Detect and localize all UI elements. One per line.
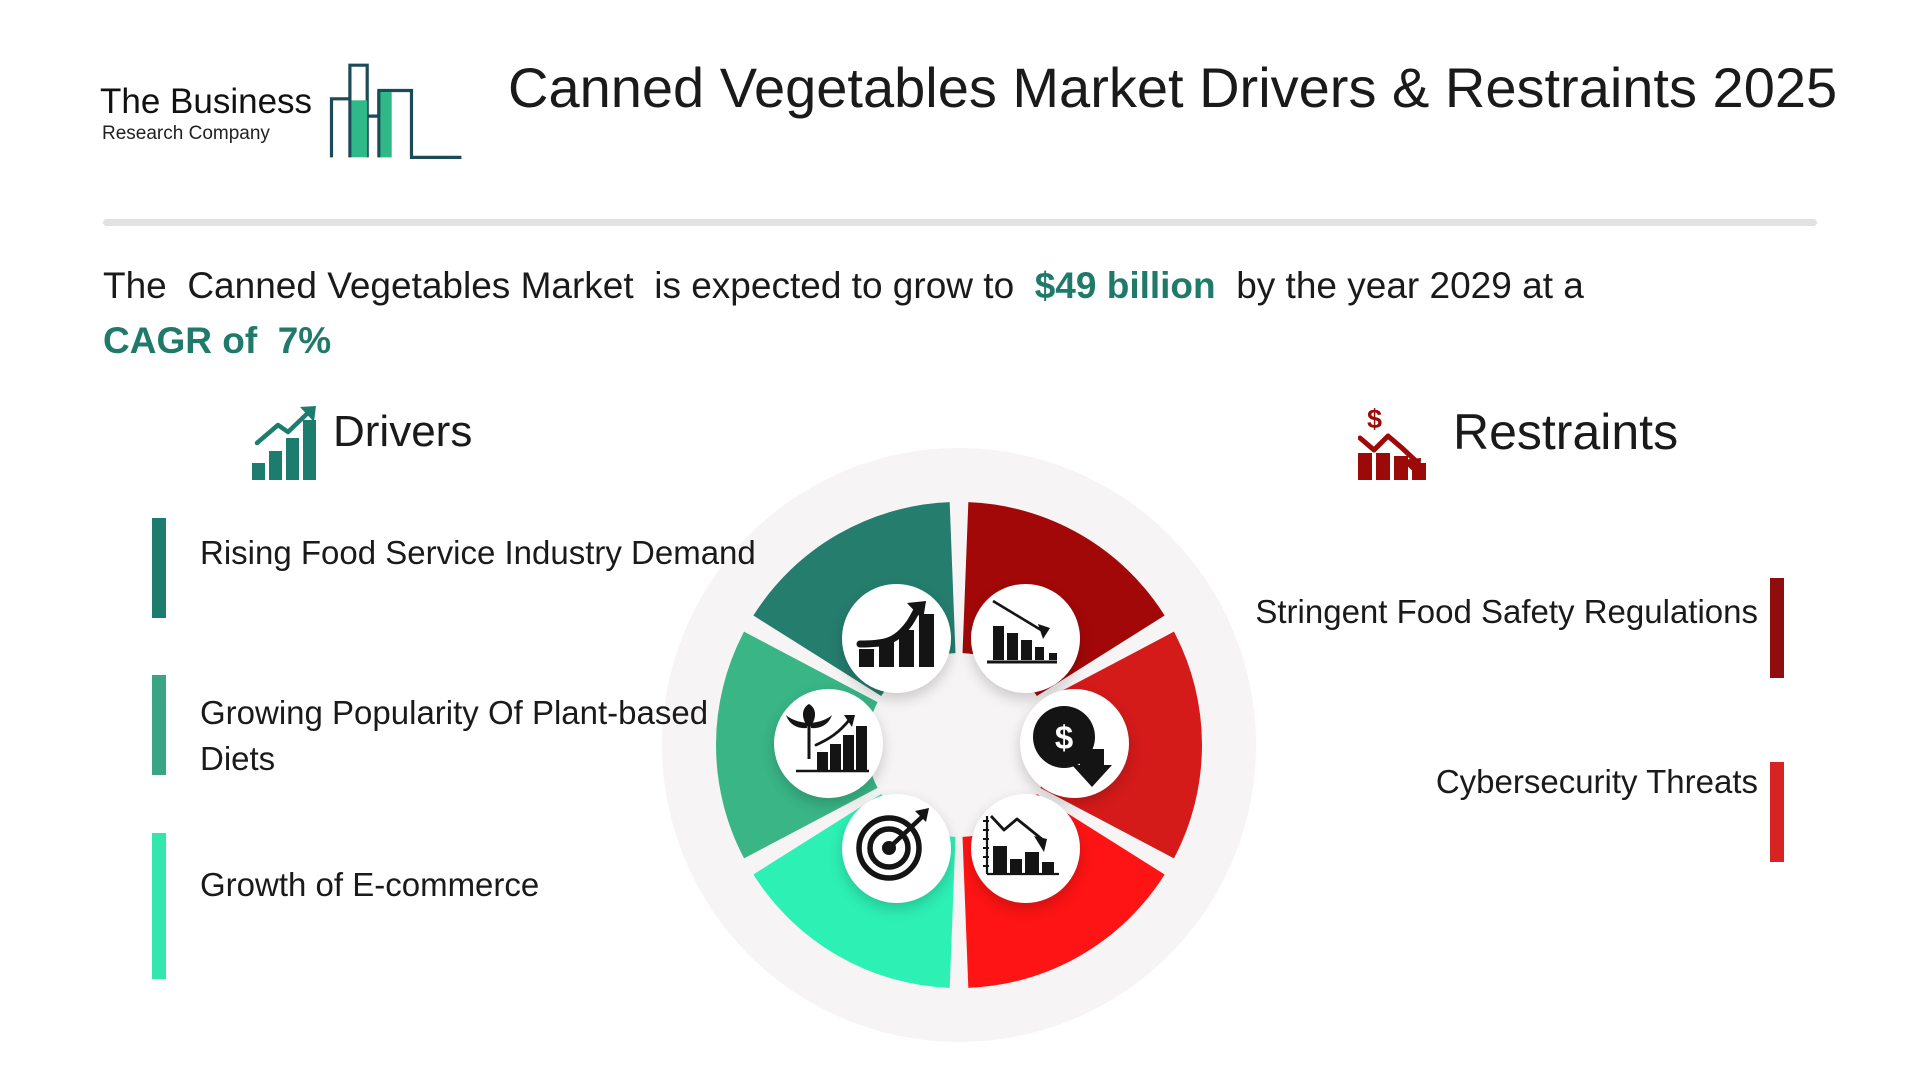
svg-text:$: $ (1055, 719, 1073, 756)
